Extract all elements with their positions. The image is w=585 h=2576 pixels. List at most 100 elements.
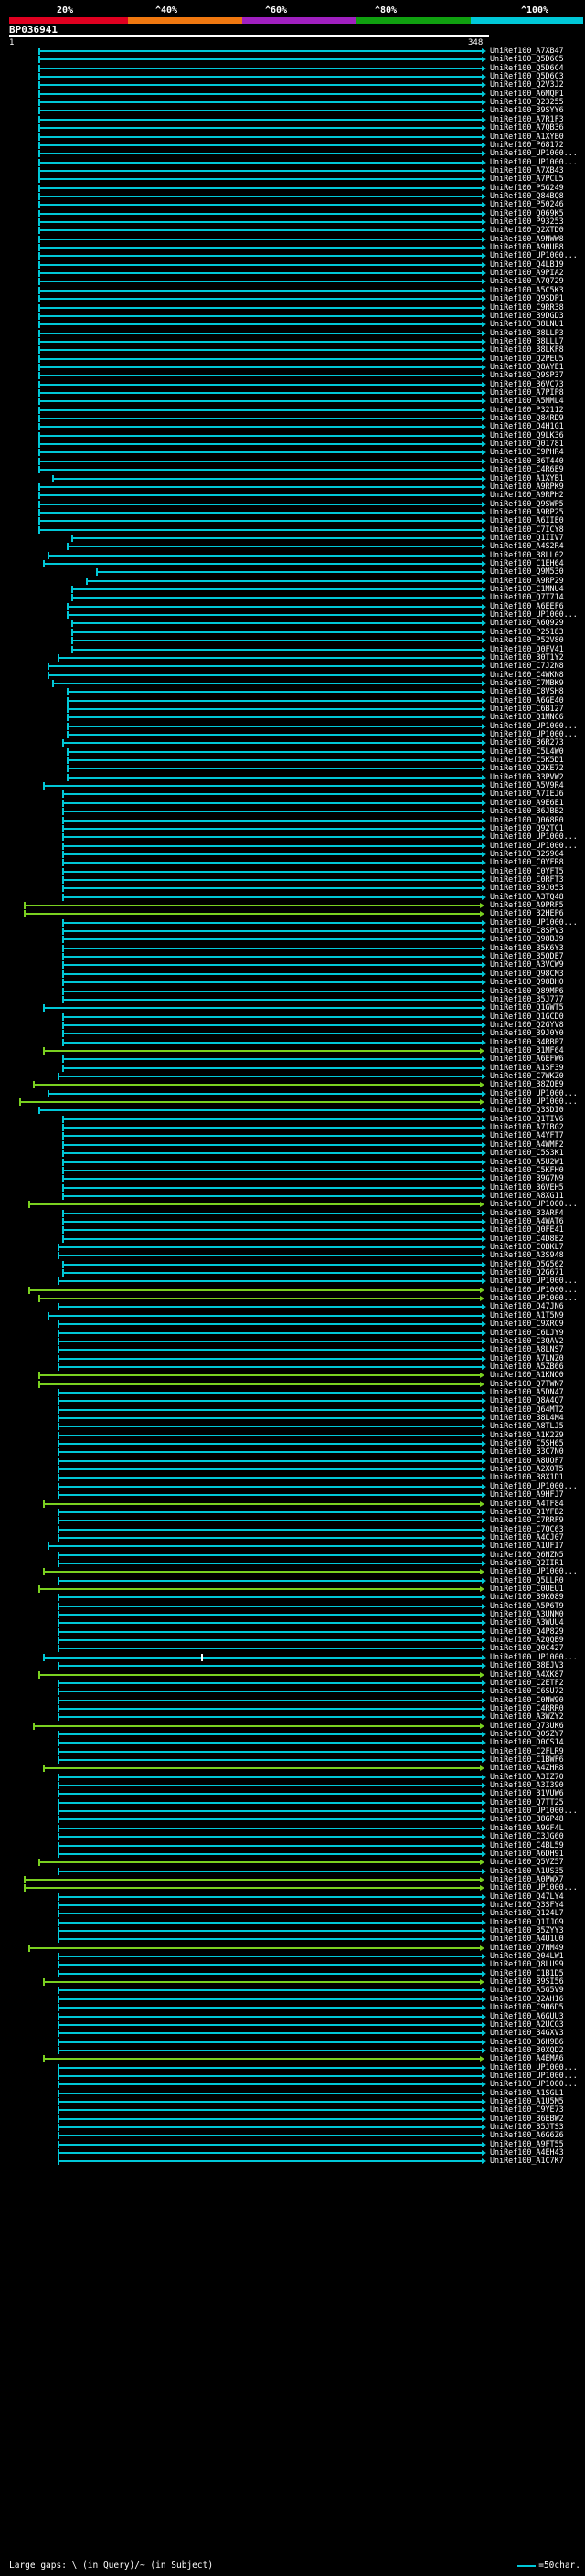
- hit-label[interactable]: UniRef100_C5K5D1: [490, 755, 564, 765]
- hit-label[interactable]: UniRef100_Q3SFY4: [490, 1899, 564, 1909]
- hit-label[interactable]: UniRef100_Q84RD9: [490, 413, 564, 423]
- hit-row[interactable]: [61, 1124, 487, 1132]
- hit-row[interactable]: [57, 1688, 487, 1696]
- hit-label[interactable]: UniRef100_A8LNS7: [490, 1344, 564, 1354]
- hit-row[interactable]: [57, 1337, 487, 1345]
- hit-label[interactable]: UniRef100_Q1TIV6: [490, 1113, 564, 1123]
- hit-row[interactable]: [37, 500, 487, 508]
- hit-row[interactable]: [71, 628, 487, 636]
- hit-row[interactable]: [37, 175, 487, 184]
- hit-row[interactable]: [28, 1944, 484, 1952]
- hit-row[interactable]: [57, 2124, 487, 2132]
- hit-row[interactable]: [52, 474, 487, 482]
- hit-label[interactable]: UniRef100_A1SGL1: [490, 2087, 564, 2097]
- hit-row[interactable]: [57, 1415, 487, 1422]
- hit-label[interactable]: UniRef100_B3ARF4: [490, 1207, 564, 1217]
- hit-label[interactable]: UniRef100_B8LKF8: [490, 345, 564, 355]
- hit-label[interactable]: UniRef100_B3C7N0: [490, 1447, 564, 1457]
- hit-row[interactable]: [33, 1722, 484, 1730]
- hit-row[interactable]: [37, 372, 487, 380]
- hit-row[interactable]: [37, 90, 487, 98]
- hit-label[interactable]: UniRef100_B2S9G4: [490, 848, 564, 858]
- hit-row[interactable]: [37, 99, 487, 107]
- hit-row[interactable]: [37, 107, 487, 115]
- hit-label[interactable]: UniRef100_C3JG60: [490, 1831, 564, 1841]
- hit-row[interactable]: [37, 389, 487, 397]
- hit-label[interactable]: UniRef100_Q3SDI0: [490, 1105, 564, 1115]
- hit-row[interactable]: [61, 1166, 487, 1174]
- hit-row[interactable]: [57, 1440, 487, 1448]
- hit-row[interactable]: [57, 1466, 487, 1474]
- hit-label[interactable]: UniRef100_A3UNM0: [490, 1609, 564, 1619]
- hit-row[interactable]: [67, 543, 487, 551]
- hit-row[interactable]: [57, 1918, 487, 1926]
- hit-row[interactable]: [57, 1405, 487, 1414]
- hit-label[interactable]: UniRef100_Q2GYV8: [490, 1019, 564, 1029]
- hit-row[interactable]: [42, 2055, 484, 2063]
- hit-row[interactable]: [37, 48, 487, 55]
- hit-label[interactable]: UniRef100_Q4H1G1: [490, 421, 564, 431]
- hit-row[interactable]: [57, 1448, 487, 1457]
- hit-row[interactable]: [61, 1217, 487, 1225]
- hit-label[interactable]: UniRef100_C9XRC9: [490, 1319, 564, 1329]
- hit-row[interactable]: [37, 73, 487, 81]
- hit-row[interactable]: [57, 2020, 487, 2029]
- hit-label[interactable]: UniRef100_B5ODE7: [490, 951, 564, 961]
- hit-label[interactable]: UniRef100_Q2G671: [490, 1267, 564, 1277]
- hit-label[interactable]: UniRef100_Q5D6C5: [490, 54, 564, 64]
- hit-label[interactable]: UniRef100_A5ZB66: [490, 1361, 564, 1371]
- hit-label[interactable]: UniRef100_A3S948: [490, 1250, 564, 1260]
- hit-row[interactable]: [57, 1457, 487, 1465]
- hit-label[interactable]: UniRef100_C2ETF2: [490, 1677, 564, 1687]
- hit-label[interactable]: UniRef100_B9J053: [490, 883, 564, 893]
- hit-label[interactable]: UniRef100_Q8A4Q7: [490, 1395, 564, 1405]
- hit-row[interactable]: [37, 1585, 484, 1593]
- hit-label[interactable]: UniRef100_UP1000...: [490, 1199, 578, 1209]
- hit-row[interactable]: [57, 1927, 487, 1935]
- hit-label[interactable]: UniRef100_A2X0T5: [490, 1464, 564, 1474]
- hit-label[interactable]: UniRef100_Q64MT2: [490, 1404, 564, 1414]
- hit-row[interactable]: [37, 124, 487, 133]
- hit-label[interactable]: UniRef100_UP1000...: [490, 840, 578, 850]
- hit-row[interactable]: [67, 705, 487, 713]
- hit-row[interactable]: [57, 2157, 487, 2166]
- hit-row[interactable]: [28, 1201, 484, 1209]
- hit-row[interactable]: [37, 150, 487, 158]
- hit-row[interactable]: [61, 970, 487, 978]
- hit-label[interactable]: UniRef100_Q0SZY7: [490, 1728, 564, 1738]
- hit-row[interactable]: [57, 1576, 487, 1585]
- hit-label[interactable]: UniRef100_C8SPV3: [490, 926, 564, 936]
- hit-label[interactable]: UniRef100_Q5D6C4: [490, 62, 564, 72]
- hit-label[interactable]: UniRef100_A6DH91: [490, 1848, 564, 1858]
- hit-row[interactable]: [37, 449, 487, 457]
- hit-label[interactable]: UniRef100_C9PHR4: [490, 447, 564, 457]
- hit-label[interactable]: UniRef100_A7QB36: [490, 122, 564, 133]
- hit-row[interactable]: [67, 611, 487, 620]
- hit-row[interactable]: [37, 466, 487, 474]
- hit-label[interactable]: UniRef100_A4ZHR8: [490, 1763, 564, 1773]
- hit-row[interactable]: [57, 1277, 487, 1286]
- hit-label[interactable]: UniRef100_C4D8E2: [490, 1233, 564, 1243]
- hit-row[interactable]: [57, 1662, 487, 1670]
- hit-row[interactable]: [57, 1637, 487, 1645]
- hit-row[interactable]: [37, 363, 487, 371]
- hit-label[interactable]: UniRef100_UP1000...: [490, 1087, 578, 1097]
- hit-row[interactable]: [37, 115, 487, 123]
- hit-row[interactable]: [52, 679, 487, 687]
- hit-row[interactable]: [61, 816, 487, 824]
- hit-label[interactable]: UniRef100_A6G6Z6: [490, 2130, 564, 2140]
- hit-row[interactable]: [37, 209, 487, 217]
- hit-row[interactable]: [61, 885, 487, 893]
- hit-label[interactable]: UniRef100_C7RRF9: [490, 1515, 564, 1525]
- hit-row[interactable]: [57, 1756, 487, 1764]
- hit-label[interactable]: UniRef100_P25183: [490, 626, 564, 636]
- hit-row[interactable]: [48, 663, 487, 671]
- hit-label[interactable]: UniRef100_A4U1U0: [490, 1934, 564, 1944]
- hit-label[interactable]: UniRef100_B5ZYY3: [490, 1925, 564, 1935]
- hit-row[interactable]: [61, 1064, 487, 1072]
- hit-label[interactable]: UniRef100_UP1000...: [490, 2070, 578, 2080]
- hit-label[interactable]: UniRef100_A1KNO0: [490, 1370, 564, 1380]
- hit-label[interactable]: UniRef100_UP1000...: [490, 250, 578, 260]
- hit-label[interactable]: UniRef100_A6GUU3: [490, 2010, 564, 2020]
- hit-label[interactable]: UniRef100_C4RRR0: [490, 1702, 564, 1712]
